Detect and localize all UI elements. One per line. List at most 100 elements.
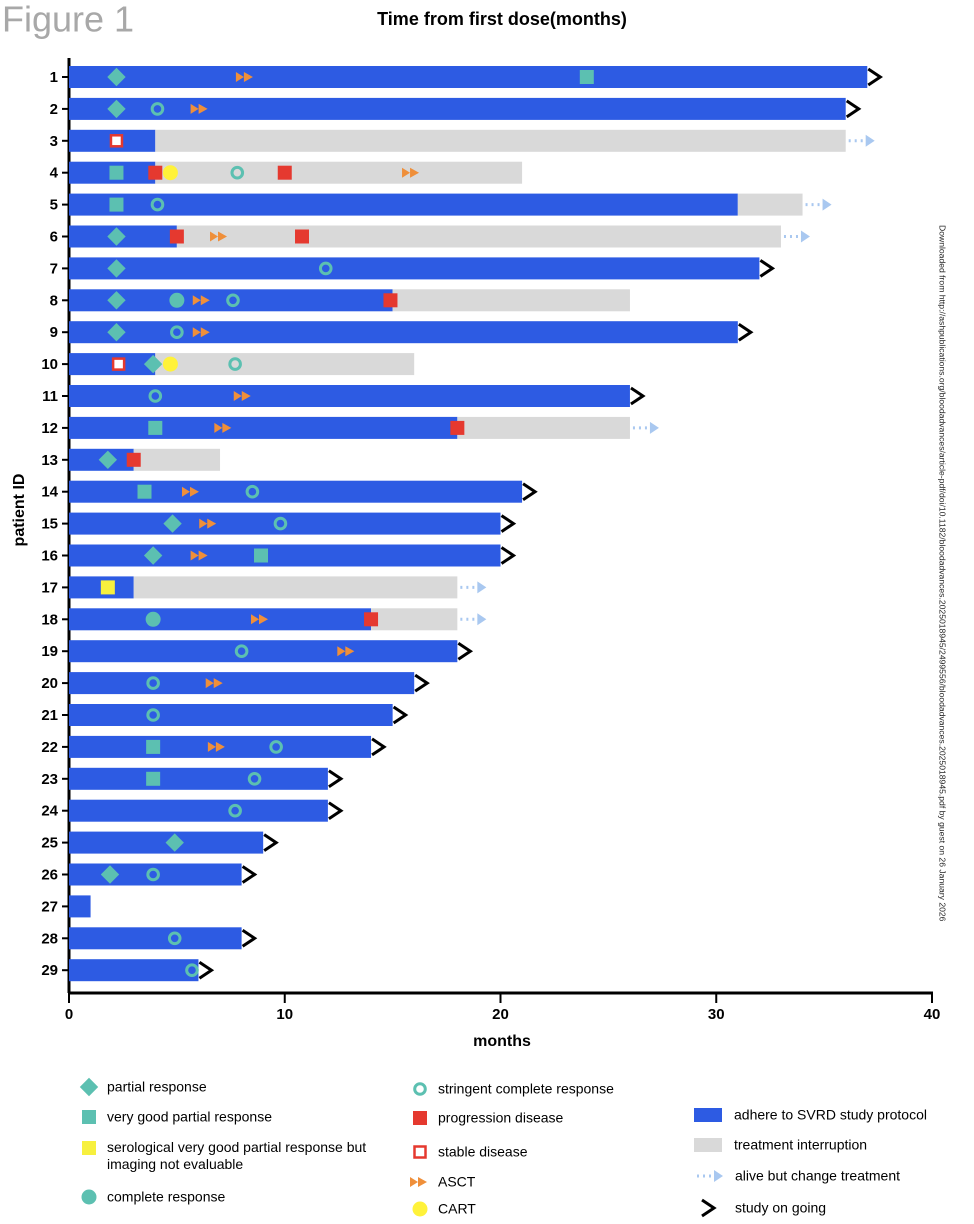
square-marker: [450, 420, 465, 435]
arrow-head: [800, 230, 810, 243]
ring-marker: [245, 484, 260, 499]
ring-marker: [167, 931, 182, 946]
swim-bar: [69, 193, 738, 216]
square-marker: [109, 165, 124, 180]
ring-marker: [228, 803, 242, 818]
x-tick-label: 20: [492, 1006, 509, 1023]
asct-marker: [199, 518, 217, 529]
asct-marker: [337, 646, 355, 657]
arrow-head: [714, 1170, 723, 1182]
legend-label: very good partial response: [107, 1109, 272, 1125]
legend-icon: [410, 1177, 427, 1187]
y-tick-label: 3: [50, 133, 58, 150]
y-tick-label: 1: [50, 69, 58, 86]
legend-label: stable disease: [438, 1144, 528, 1160]
alive-arrow: [805, 198, 832, 211]
y-axis-label: patient ID: [11, 474, 28, 547]
legend-icon: [81, 1189, 97, 1205]
ring-marker: [273, 516, 288, 531]
arrow-head: [477, 613, 487, 626]
ongoing-chevron: [392, 705, 409, 725]
asct-marker: [214, 422, 232, 433]
swim-bar: [69, 66, 868, 88]
ongoing-chevron: [759, 259, 776, 278]
y-tick-label: 29: [41, 962, 58, 979]
alive-arrow: [460, 613, 487, 626]
swim-bar: [69, 927, 242, 950]
swim-bar: [176, 225, 781, 248]
circle-marker: [169, 292, 185, 308]
square-marker: [126, 452, 141, 467]
square-marker: [364, 612, 379, 627]
legend-label: ASCT: [438, 1174, 476, 1190]
square-marker: [383, 293, 398, 308]
side-note: Downloaded from http://ashpublications.o…: [938, 225, 948, 922]
swim-bar: [457, 416, 630, 439]
asct-marker: [251, 614, 269, 625]
square-marker: [146, 771, 161, 786]
ongoing-chevron: [867, 67, 883, 87]
ongoing-chevron: [198, 960, 215, 980]
square-marker: [109, 197, 124, 212]
asct-marker: [210, 231, 228, 242]
diamond-marker: [107, 291, 126, 310]
y-tick-label: 7: [50, 260, 58, 277]
swim-bar: [133, 576, 458, 599]
alive-arrow: [848, 134, 875, 147]
y-tick-label: 17: [41, 579, 58, 596]
diamond-marker: [107, 323, 126, 342]
ring-marker: [146, 867, 160, 882]
swim-bar: [69, 640, 458, 663]
swim-bar: [69, 97, 846, 120]
swim-bar: [69, 480, 523, 503]
ongoing-chevron: [457, 641, 474, 661]
swim-bar: [155, 353, 415, 376]
ring-marker: [318, 261, 333, 276]
legend-label: adhere to SVRD study protocol: [734, 1107, 927, 1123]
square-marker: [146, 739, 161, 754]
swim-bar: [69, 799, 328, 822]
circle-marker: [162, 356, 178, 372]
y-tick-label: 25: [41, 835, 58, 852]
y-tick-label: 8: [50, 292, 58, 309]
swim-bar: [69, 289, 393, 312]
legend-label: treatment interruption: [734, 1137, 867, 1153]
ring-marker: [146, 708, 160, 722]
diamond-marker: [107, 67, 126, 87]
ongoing-chevron: [500, 546, 517, 565]
x-tick-label: 30: [708, 1006, 725, 1023]
y-tick-label: 20: [41, 675, 58, 692]
swim-bar: [69, 767, 328, 790]
ongoing-chevron: [522, 482, 538, 501]
legend-icon: [82, 1141, 96, 1155]
swim-bar: [69, 385, 630, 407]
ongoing-chevron: [500, 514, 517, 533]
swim-bar: [69, 321, 738, 344]
square-marker: [100, 580, 115, 595]
ongoing-chevron: [328, 801, 344, 820]
ongoing-chevron: [241, 929, 258, 948]
swim-bar: [155, 161, 523, 184]
swim-bar: [69, 672, 415, 695]
x-tick-label: 0: [65, 1006, 73, 1023]
y-tick-label: 23: [41, 771, 58, 788]
swim-bar: [371, 608, 458, 631]
circle-marker: [162, 165, 178, 181]
ring-marker: [150, 102, 165, 116]
hollow-square-marker: [109, 134, 124, 148]
ongoing-chevron: [737, 322, 754, 342]
ongoing-chevron: [328, 769, 344, 789]
y-tick-label: 13: [41, 452, 58, 469]
legend-label: study on going: [735, 1200, 826, 1216]
ring-marker: [269, 740, 283, 754]
legend-icon: [413, 1145, 427, 1159]
alive-arrow: [632, 421, 659, 434]
y-tick-label: 26: [41, 866, 58, 883]
y-tick-label: 2: [50, 101, 58, 118]
asct-marker: [233, 391, 251, 401]
ring-marker: [247, 772, 262, 786]
legend-icon: [413, 1082, 427, 1096]
square-marker: [169, 229, 184, 244]
legend-icon: [82, 1110, 96, 1124]
